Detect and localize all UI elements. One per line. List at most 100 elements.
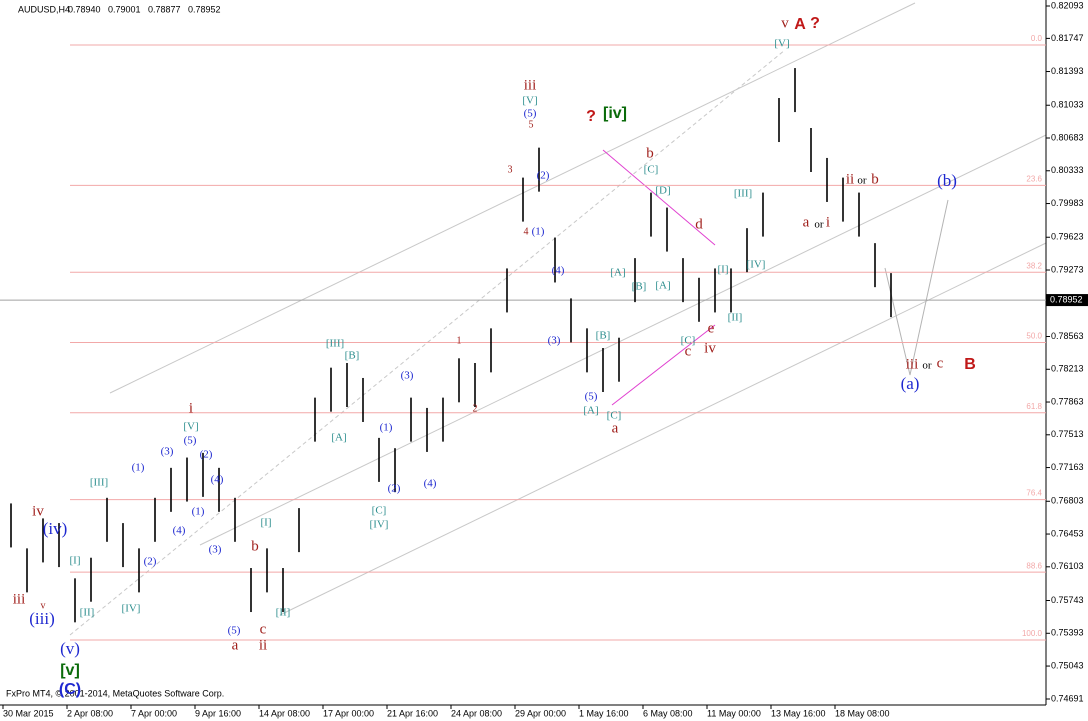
open: 0.78940 xyxy=(68,4,101,14)
y-tick-label: 0.81393 xyxy=(1051,66,1084,76)
wave-label: (4) xyxy=(173,525,186,537)
wave-label: ? xyxy=(810,15,820,32)
y-tick-label: 0.75043 xyxy=(1051,660,1084,670)
wave-label: 4 xyxy=(524,226,529,237)
wave-label: 2 xyxy=(473,403,478,414)
wave-label: a xyxy=(803,214,810,230)
wave-label: ii xyxy=(259,637,267,653)
x-tick-label: 7 Apr 00:00 xyxy=(131,708,177,718)
wave-label: [A] xyxy=(610,267,625,279)
wave-label: [I] xyxy=(261,517,272,529)
wave-label: [I] xyxy=(718,264,729,276)
wave-label: [V] xyxy=(183,421,198,433)
wave-label: [II] xyxy=(276,607,291,619)
wave-label: [A] xyxy=(583,405,598,417)
wave-label: (2) xyxy=(537,170,550,182)
wave-label: (5) xyxy=(585,391,598,403)
wave-label: (1) xyxy=(192,506,205,518)
symbol: AUDUSD,H4 xyxy=(18,4,70,14)
y-tick-label: 0.78563 xyxy=(1051,331,1084,341)
x-tick-label: 18 May 08:00 xyxy=(835,708,890,718)
wave-label: iii xyxy=(524,77,537,93)
wave-label: (v) xyxy=(60,639,80,658)
y-tick-label: 0.76103 xyxy=(1051,561,1084,571)
wave-label: v xyxy=(41,600,46,611)
wave-label: A xyxy=(794,16,806,33)
fib-label: 88.6 xyxy=(1026,561,1042,570)
wave-label: or xyxy=(857,175,867,187)
fib-label: 0.0 xyxy=(1031,34,1043,43)
wave-label: b xyxy=(251,538,259,554)
wave-label: [C] xyxy=(681,335,696,347)
x-tick-label: 1 May 16:00 xyxy=(579,708,629,718)
wave-label: b xyxy=(871,171,879,187)
x-tick-label: 24 Apr 08:00 xyxy=(451,708,502,718)
wave-label: (b) xyxy=(937,171,957,190)
wave-label: [B] xyxy=(596,330,611,342)
projection xyxy=(884,199,949,376)
wave-label: v xyxy=(781,15,789,31)
wave-label: c xyxy=(685,343,692,359)
y-tick-label: 0.78213 xyxy=(1051,364,1084,374)
y-tick-label: 0.77163 xyxy=(1051,462,1084,472)
y-tick-label: 0.82093 xyxy=(1051,0,1084,10)
x-tick-label: 17 Apr 00:00 xyxy=(323,708,374,718)
fib-label: 100.0 xyxy=(1022,629,1043,638)
wave-label: [V] xyxy=(522,95,537,107)
wave-label: [III] xyxy=(326,338,344,350)
wave-label: (2) xyxy=(200,449,213,461)
wave-label: [B] xyxy=(345,350,360,362)
wave-label: 3 xyxy=(508,164,513,175)
current-price-box xyxy=(1046,294,1088,307)
y-tick-label: 0.75393 xyxy=(1051,628,1084,638)
y-tick-label: 0.76803 xyxy=(1051,496,1084,506)
x-tick-label: 14 Apr 08:00 xyxy=(259,708,310,718)
x-tick-label: 9 Apr 16:00 xyxy=(195,708,241,718)
wave-label: [II] xyxy=(80,607,95,619)
wave-label: [IV] xyxy=(122,603,141,615)
wave-label: (3) xyxy=(548,335,561,347)
wave-label: b xyxy=(646,145,654,161)
channel-line xyxy=(279,242,1047,616)
wave-label: (2) xyxy=(144,556,157,568)
wave-label: a xyxy=(232,637,239,653)
close: 0.78952 xyxy=(188,4,221,14)
wave-label: ii xyxy=(846,171,854,187)
wave-label: (2) xyxy=(388,483,401,495)
wave-label: (1) xyxy=(132,462,145,474)
footer: FxPro MT4, © 2001-2014, MetaQuotes Softw… xyxy=(6,688,224,698)
wave-label: or xyxy=(814,219,824,231)
wave-label: [III] xyxy=(90,477,108,489)
wave-label: iv xyxy=(32,503,44,519)
wave-label: e xyxy=(708,320,715,336)
wave-label: (C) xyxy=(59,681,81,698)
y-tick-label: 0.76453 xyxy=(1051,528,1084,538)
y-tick-label: 0.77863 xyxy=(1051,396,1084,406)
wave-label: iii xyxy=(906,356,919,372)
wave-label: (3) xyxy=(209,544,222,556)
x-tick-label: 21 Apr 16:00 xyxy=(387,708,438,718)
wave-label: [I] xyxy=(70,555,81,567)
triangle-lines xyxy=(602,149,716,406)
fib-label: 23.6 xyxy=(1026,175,1042,184)
wave-label: iv xyxy=(704,340,716,356)
wave-label: iii xyxy=(13,591,26,607)
wave-label: d xyxy=(695,216,703,232)
y-tick-label: 0.80683 xyxy=(1051,132,1084,142)
wave-label: [C] xyxy=(607,410,622,422)
wave-label: (5) xyxy=(184,435,197,447)
x-tick-label: 29 Apr 00:00 xyxy=(515,708,566,718)
y-tick-label: 0.74691 xyxy=(1051,693,1084,703)
wave-label: (4) xyxy=(211,474,224,486)
wave-label: (iii) xyxy=(29,609,55,628)
wave-label: ? xyxy=(586,108,596,125)
wave-label: [II] xyxy=(728,312,743,324)
y-tick-label: 0.81033 xyxy=(1051,100,1084,110)
wave-label: [D] xyxy=(655,185,670,197)
wave-label: (4) xyxy=(552,265,565,277)
y-tick-label: 0.79273 xyxy=(1051,264,1084,274)
x-tick-label: 6 May 08:00 xyxy=(643,708,693,718)
wave-label: [A] xyxy=(331,432,346,444)
fib-label: 61.8 xyxy=(1026,402,1042,411)
